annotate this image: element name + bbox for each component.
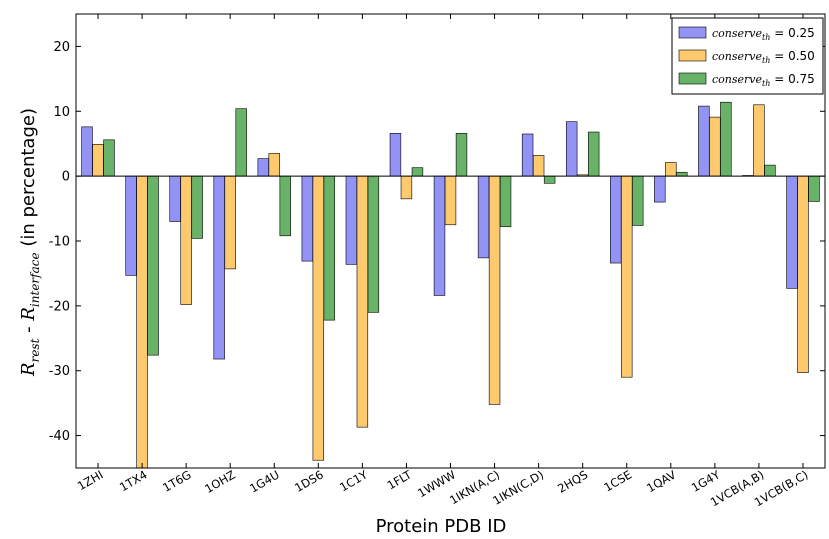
x-tick-label: 1C1Y (337, 467, 371, 494)
bar-1FLT-series-2 (400, 175, 413, 200)
bar-1IKN(C,D)-series-3 (543, 175, 556, 184)
bars-layer (81, 101, 820, 469)
bar-1G4U-series-1 (257, 158, 269, 177)
bar-1VCB(B,C)-series-2 (797, 175, 809, 373)
bar-2HQS-series-1 (565, 121, 578, 177)
bar-1OHZ-series-2 (224, 175, 236, 270)
x-tick-label: 1ZHI (75, 467, 106, 493)
x-tick-label: 1T6G (160, 467, 193, 494)
bar-1G4U-series-2 (268, 153, 280, 177)
bar-1CSE-series-3 (632, 175, 644, 226)
bar-1VCB(A,B)-series-3 (764, 164, 776, 177)
bar-1TX4-series-2 (136, 175, 148, 469)
y-tick-label: -40 (49, 429, 70, 444)
x-tick-label: 1QAV (644, 467, 678, 495)
bar-1WWW-series-2 (444, 175, 457, 226)
y-axis-title: Rrest - Rinterface (in percentage) (18, 108, 42, 377)
bar-1IKN(A,C)-series-1 (477, 175, 490, 259)
y-tick-label: 20 (53, 40, 70, 55)
y-tick-label: -20 (49, 299, 70, 314)
x-tick-label: 1IKN(C,D) (490, 467, 546, 507)
bar-1G4Y-series-3 (720, 101, 732, 177)
x-tick-label: 1CSE (601, 467, 634, 494)
legend-label-2: conserveth = 0.50 (712, 49, 815, 65)
bar-1OHZ-series-3 (235, 108, 247, 177)
bar-1VCB(B,C)-series-3 (808, 175, 820, 202)
bar-1QAV-series-2 (665, 162, 677, 177)
bar-1TX4-series-3 (147, 175, 159, 356)
y-title-r2: R (18, 307, 39, 322)
x-tick-label: 2HQS (555, 467, 590, 495)
bar-1VCB(A,B)-series-2 (753, 104, 765, 177)
bar-1TX4-series-1 (125, 175, 137, 276)
bar-1QAV-series-1 (654, 175, 666, 203)
bar-1C1Y-series-1 (345, 175, 358, 265)
bar-1DS6-series-3 (323, 175, 336, 321)
y-tick-label: 10 (53, 105, 70, 120)
legend: conserveth = 0.25 conserveth = 0.50 conser… (671, 17, 824, 95)
y-tick-label: 0 (62, 170, 70, 185)
bar-1C1Y-series-3 (367, 175, 380, 313)
bar-1QAV-series-3 (676, 171, 688, 177)
bar-1WWW-series-1 (433, 175, 446, 296)
y-tick-label: -10 (49, 235, 70, 250)
y-title-r1: R (18, 362, 39, 377)
y-axis: -40 -30 -20 -10 0 10 20 (49, 40, 825, 444)
bar-1FLT-series-3 (411, 167, 424, 177)
x-tick-label: 1DS6 (292, 467, 326, 495)
bar-1FLT-series-1 (389, 133, 402, 177)
bar-1ZHI-series-2 (92, 144, 104, 177)
bar-1WWW-series-3 (455, 133, 468, 177)
bar-1G4U-series-3 (279, 175, 291, 237)
y-title-suffix: (in percentage) (18, 108, 39, 252)
legend-swatch-1 (678, 26, 707, 39)
legend-label-3: conserveth = 0.75 (712, 72, 815, 88)
bar-1T6G-series-3 (191, 175, 203, 239)
bar-1DS6-series-1 (301, 175, 314, 262)
bar-1CSE-series-1 (610, 175, 622, 264)
bar-1G4Y-series-2 (709, 116, 721, 177)
bar-2HQS-series-3 (587, 131, 600, 177)
bar-1IKN(C,D)-series-2 (532, 155, 545, 177)
x-tick-label: 1OHZ (202, 467, 238, 496)
x-tick-label: 1TX4 (117, 467, 150, 494)
legend-label-1: conserveth = 0.25 (712, 26, 815, 42)
y-title-sub1: rest (28, 338, 42, 362)
legend-swatch-2 (678, 49, 707, 62)
x-tick-label: 1FLT (385, 467, 415, 493)
y-title-sub2: interface (28, 252, 42, 307)
bar-1VCB(B,C)-series-1 (786, 175, 798, 289)
x-axis-title: Protein PDB ID (376, 516, 507, 537)
bar-1T6G-series-1 (169, 175, 181, 222)
y-tick-label: -30 (49, 364, 70, 379)
bar-1IKN(A,C)-series-2 (488, 175, 501, 405)
bar-1ZHI-series-3 (103, 139, 115, 177)
bar-1IKN(C,D)-series-1 (521, 133, 534, 177)
bar-1T6G-series-2 (180, 175, 192, 305)
bar-1G4Y-series-1 (698, 105, 710, 177)
bar-1IKN(A,C)-series-3 (499, 175, 512, 228)
y-title-mid: - (18, 321, 39, 339)
bar-1OHZ-series-1 (213, 175, 225, 360)
bar-1ZHI-series-1 (81, 126, 93, 177)
bar-1CSE-series-2 (621, 175, 633, 378)
bar-1C1Y-series-2 (356, 175, 369, 428)
x-tick-label: 1G4U (247, 467, 282, 495)
bar-1DS6-series-2 (312, 175, 325, 461)
legend-swatch-3 (678, 72, 707, 85)
